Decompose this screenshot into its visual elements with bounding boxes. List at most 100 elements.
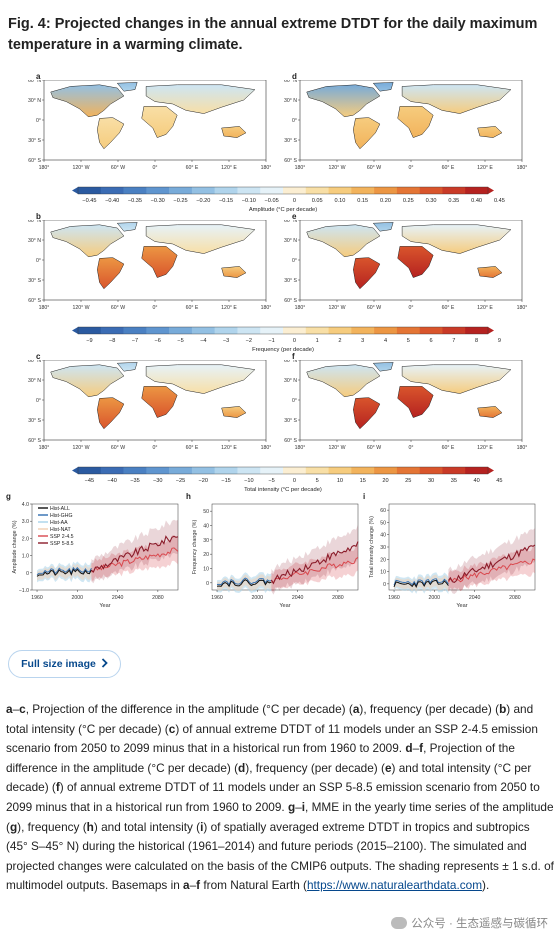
colorbar-swatch — [305, 187, 329, 194]
colorbar-tick-label: 0.20 — [380, 198, 391, 204]
colorbar-swatch — [351, 327, 375, 334]
continent-eu — [401, 84, 512, 114]
lon-tick-label: 180° — [517, 445, 528, 451]
colorbar-tick-label: 15 — [360, 478, 366, 484]
colorbar-tick-label: −2 — [246, 338, 252, 344]
line-hist-ghg — [216, 577, 272, 586]
colorbar-swatch — [78, 187, 102, 194]
x-tick-label: 2080 — [152, 595, 164, 601]
lon-tick-label: 120° E — [221, 445, 237, 451]
lon-tick-label: 60° E — [186, 445, 199, 451]
lon-tick-label: 180° — [39, 165, 50, 171]
continent-au — [221, 266, 247, 278]
colorbar-swatch — [442, 187, 466, 194]
legend-label: Hist-AA — [50, 520, 68, 526]
colorbar-swatch — [328, 467, 352, 474]
lon-tick-label: 120° W — [72, 165, 89, 171]
colorbar-swatch — [283, 187, 307, 194]
continent-na — [306, 364, 381, 398]
y-tick-label: 50 — [203, 509, 209, 515]
lon-tick-label: 120° W — [328, 305, 345, 311]
continent-au — [221, 126, 247, 138]
lat-tick-label: 30° N — [28, 378, 41, 384]
colorbar-swatch — [260, 467, 284, 474]
panel-letter-a: a — [36, 72, 41, 81]
line-hist-all — [216, 579, 272, 588]
lon-tick-label: 60° E — [186, 165, 199, 171]
lon-tick-label: 120° W — [328, 445, 345, 451]
colorbar-swatch — [396, 327, 420, 334]
colorbar-swatch — [214, 327, 238, 334]
colorbar-swatch — [396, 467, 420, 474]
y-tick-label: 10 — [203, 567, 209, 573]
colorbar-swatch — [191, 187, 215, 194]
colorbar-swatch — [328, 327, 352, 334]
continent-na — [50, 224, 125, 258]
line-ssp585 — [91, 535, 179, 573]
colorbar-tick-label: −5 — [177, 338, 183, 344]
x-tick-label: 1960 — [211, 595, 223, 601]
legend-label: Hist-NAT — [50, 527, 71, 533]
continent-au — [477, 126, 503, 138]
colorbar-tick-label: −35 — [130, 478, 140, 484]
x-tick-label: 2040 — [292, 595, 304, 601]
colorbar-swatch — [283, 467, 307, 474]
colorbar-tick-label: −6 — [155, 338, 161, 344]
y-tick-label: 0 — [383, 582, 386, 588]
panel-letter-b: b — [36, 212, 41, 221]
continent-sa — [353, 257, 381, 290]
x-axis-label: Year — [279, 603, 290, 609]
colorbar-tick-label: −0.30 — [151, 198, 165, 204]
continent-sa — [97, 117, 125, 150]
timeseries-panel-g: −1.0 0 1.0 2.0 3.0 4.0 1960 2000 2040 2080 Year Amp… — [12, 502, 179, 609]
natural-earth-link[interactable]: https://www.naturalearthdata.com — [306, 878, 483, 893]
colorbar-swatch — [169, 327, 193, 334]
colorbar-tick-label: −40 — [107, 478, 117, 484]
continent-af — [141, 386, 178, 418]
lat-tick-label: 60° S — [28, 438, 41, 444]
colorbar-tick-label: −0.45 — [82, 198, 96, 204]
line-ssp245 — [91, 547, 179, 573]
band-ssp585 — [448, 528, 535, 594]
colorbar-swatch — [260, 327, 284, 334]
lon-tick-label: 0° — [409, 445, 414, 451]
lat-tick-label: 60° S — [284, 438, 297, 444]
lat-tick-label: 30° S — [28, 138, 41, 144]
continent-sa — [353, 117, 381, 150]
colorbar-tick-label: 25 — [405, 478, 411, 484]
lon-tick-label: 0° — [409, 305, 414, 311]
lon-tick-label: 180° — [517, 305, 528, 311]
watermark: 公众号 · 生态遥感与碳循环 — [391, 915, 548, 931]
legend-label: SSP 2-4.5 — [50, 534, 74, 540]
continent-sa — [97, 257, 125, 290]
colorbar-swatch — [78, 467, 102, 474]
legend-label: Hist-ALL — [50, 506, 70, 512]
lon-tick-label: 120° E — [477, 445, 493, 451]
colorbar-tick-label: −0.10 — [242, 198, 256, 204]
colorbar-swatch — [465, 467, 489, 474]
colorbar-tick-label: −0.35 — [128, 198, 142, 204]
colorbar-swatch — [169, 467, 193, 474]
colorbar-tick-label: 5 — [407, 338, 410, 344]
colorbar-swatch — [169, 187, 193, 194]
lat-tick-label: 30° S — [28, 418, 41, 424]
x-tick-label: 2040 — [112, 595, 124, 601]
colorbar-tick-label: 0 — [293, 478, 296, 484]
colorbar-label: Amplitude (°C per decade) — [249, 207, 317, 213]
lon-tick-label: 180° — [295, 165, 306, 171]
y-tick-label: 10 — [380, 570, 386, 576]
colorbar-tick-label: −15 — [221, 478, 231, 484]
lon-tick-label: 120° W — [72, 445, 89, 451]
colorbar-swatch — [237, 187, 261, 194]
lon-tick-label: 0° — [409, 165, 414, 171]
colorbar-tick-label: −3 — [223, 338, 229, 344]
full-size-image-button[interactable]: Full size image — [8, 650, 121, 678]
colorbar-tick-label: 7 — [452, 338, 455, 344]
timeseries-panel-i: 0 10 20 30 40 50 60 1960 2000 2040 2080 Year Total i… — [369, 503, 536, 609]
continent-gr — [116, 362, 138, 372]
colorbar-swatch — [419, 187, 443, 194]
x-axis-label: Year — [456, 603, 467, 609]
colorbar-tick-label: 0.30 — [426, 198, 437, 204]
